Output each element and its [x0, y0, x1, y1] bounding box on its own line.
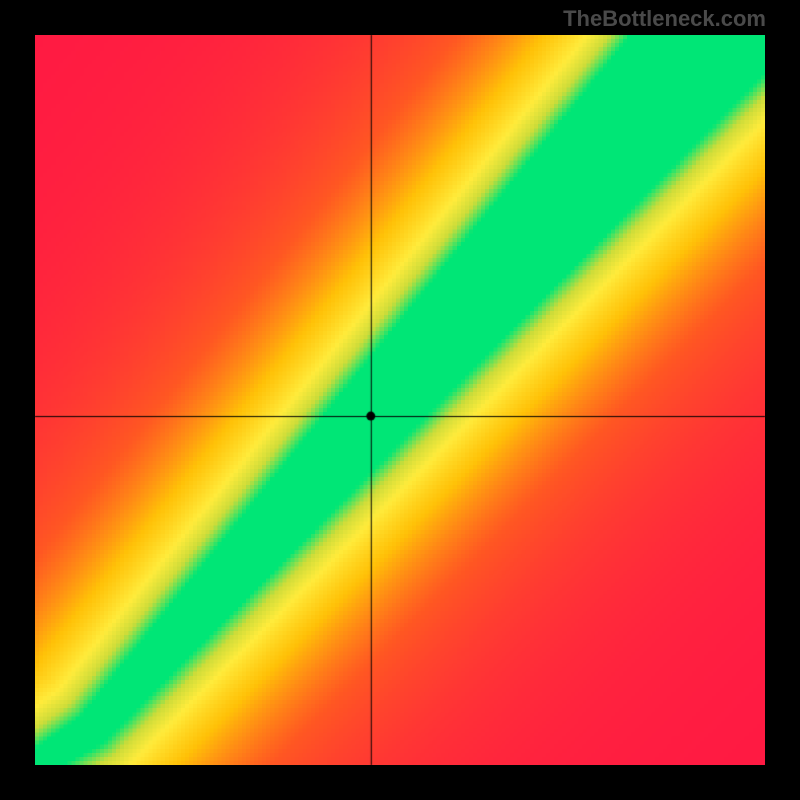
crosshair-overlay: [0, 0, 800, 800]
chart-container: TheBottleneck.com: [0, 0, 800, 800]
watermark-text: TheBottleneck.com: [563, 6, 766, 32]
